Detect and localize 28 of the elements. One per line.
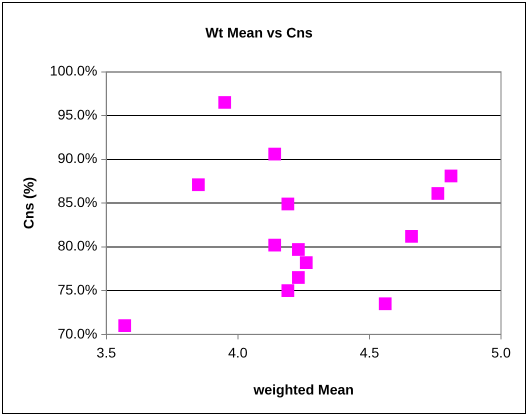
x-axis-title: weighted Mean xyxy=(252,381,354,398)
point xyxy=(218,96,232,109)
point xyxy=(268,148,282,160)
point xyxy=(268,238,282,252)
point xyxy=(300,256,313,269)
point xyxy=(192,178,205,192)
y-tick-label: 100.0% xyxy=(50,62,98,79)
y-tick-label: 75.0% xyxy=(58,281,98,298)
x-tick-label: 5.0 xyxy=(491,344,511,361)
y-axis-title: Cns (%) xyxy=(20,177,36,230)
point xyxy=(118,319,132,332)
x-tick-label: 4.0 xyxy=(228,344,248,361)
point xyxy=(281,284,294,297)
y-tick-label: 85.0% xyxy=(58,194,98,210)
point xyxy=(405,230,418,243)
point xyxy=(292,271,305,284)
chart-title: Wt Mean vs Cns xyxy=(205,24,313,40)
y-tick-label: 70.0% xyxy=(58,325,98,342)
point xyxy=(378,297,392,310)
y-tick-label: 95.0% xyxy=(58,106,98,122)
x-tick-label: 4.5 xyxy=(360,344,380,361)
point xyxy=(281,198,294,210)
y-tick-label: 80.0% xyxy=(58,238,98,254)
x-tick-label: 3.5 xyxy=(96,344,116,361)
point xyxy=(444,170,458,182)
point xyxy=(431,187,444,200)
point xyxy=(292,243,305,256)
y-tick-label: 90.0% xyxy=(58,150,98,166)
